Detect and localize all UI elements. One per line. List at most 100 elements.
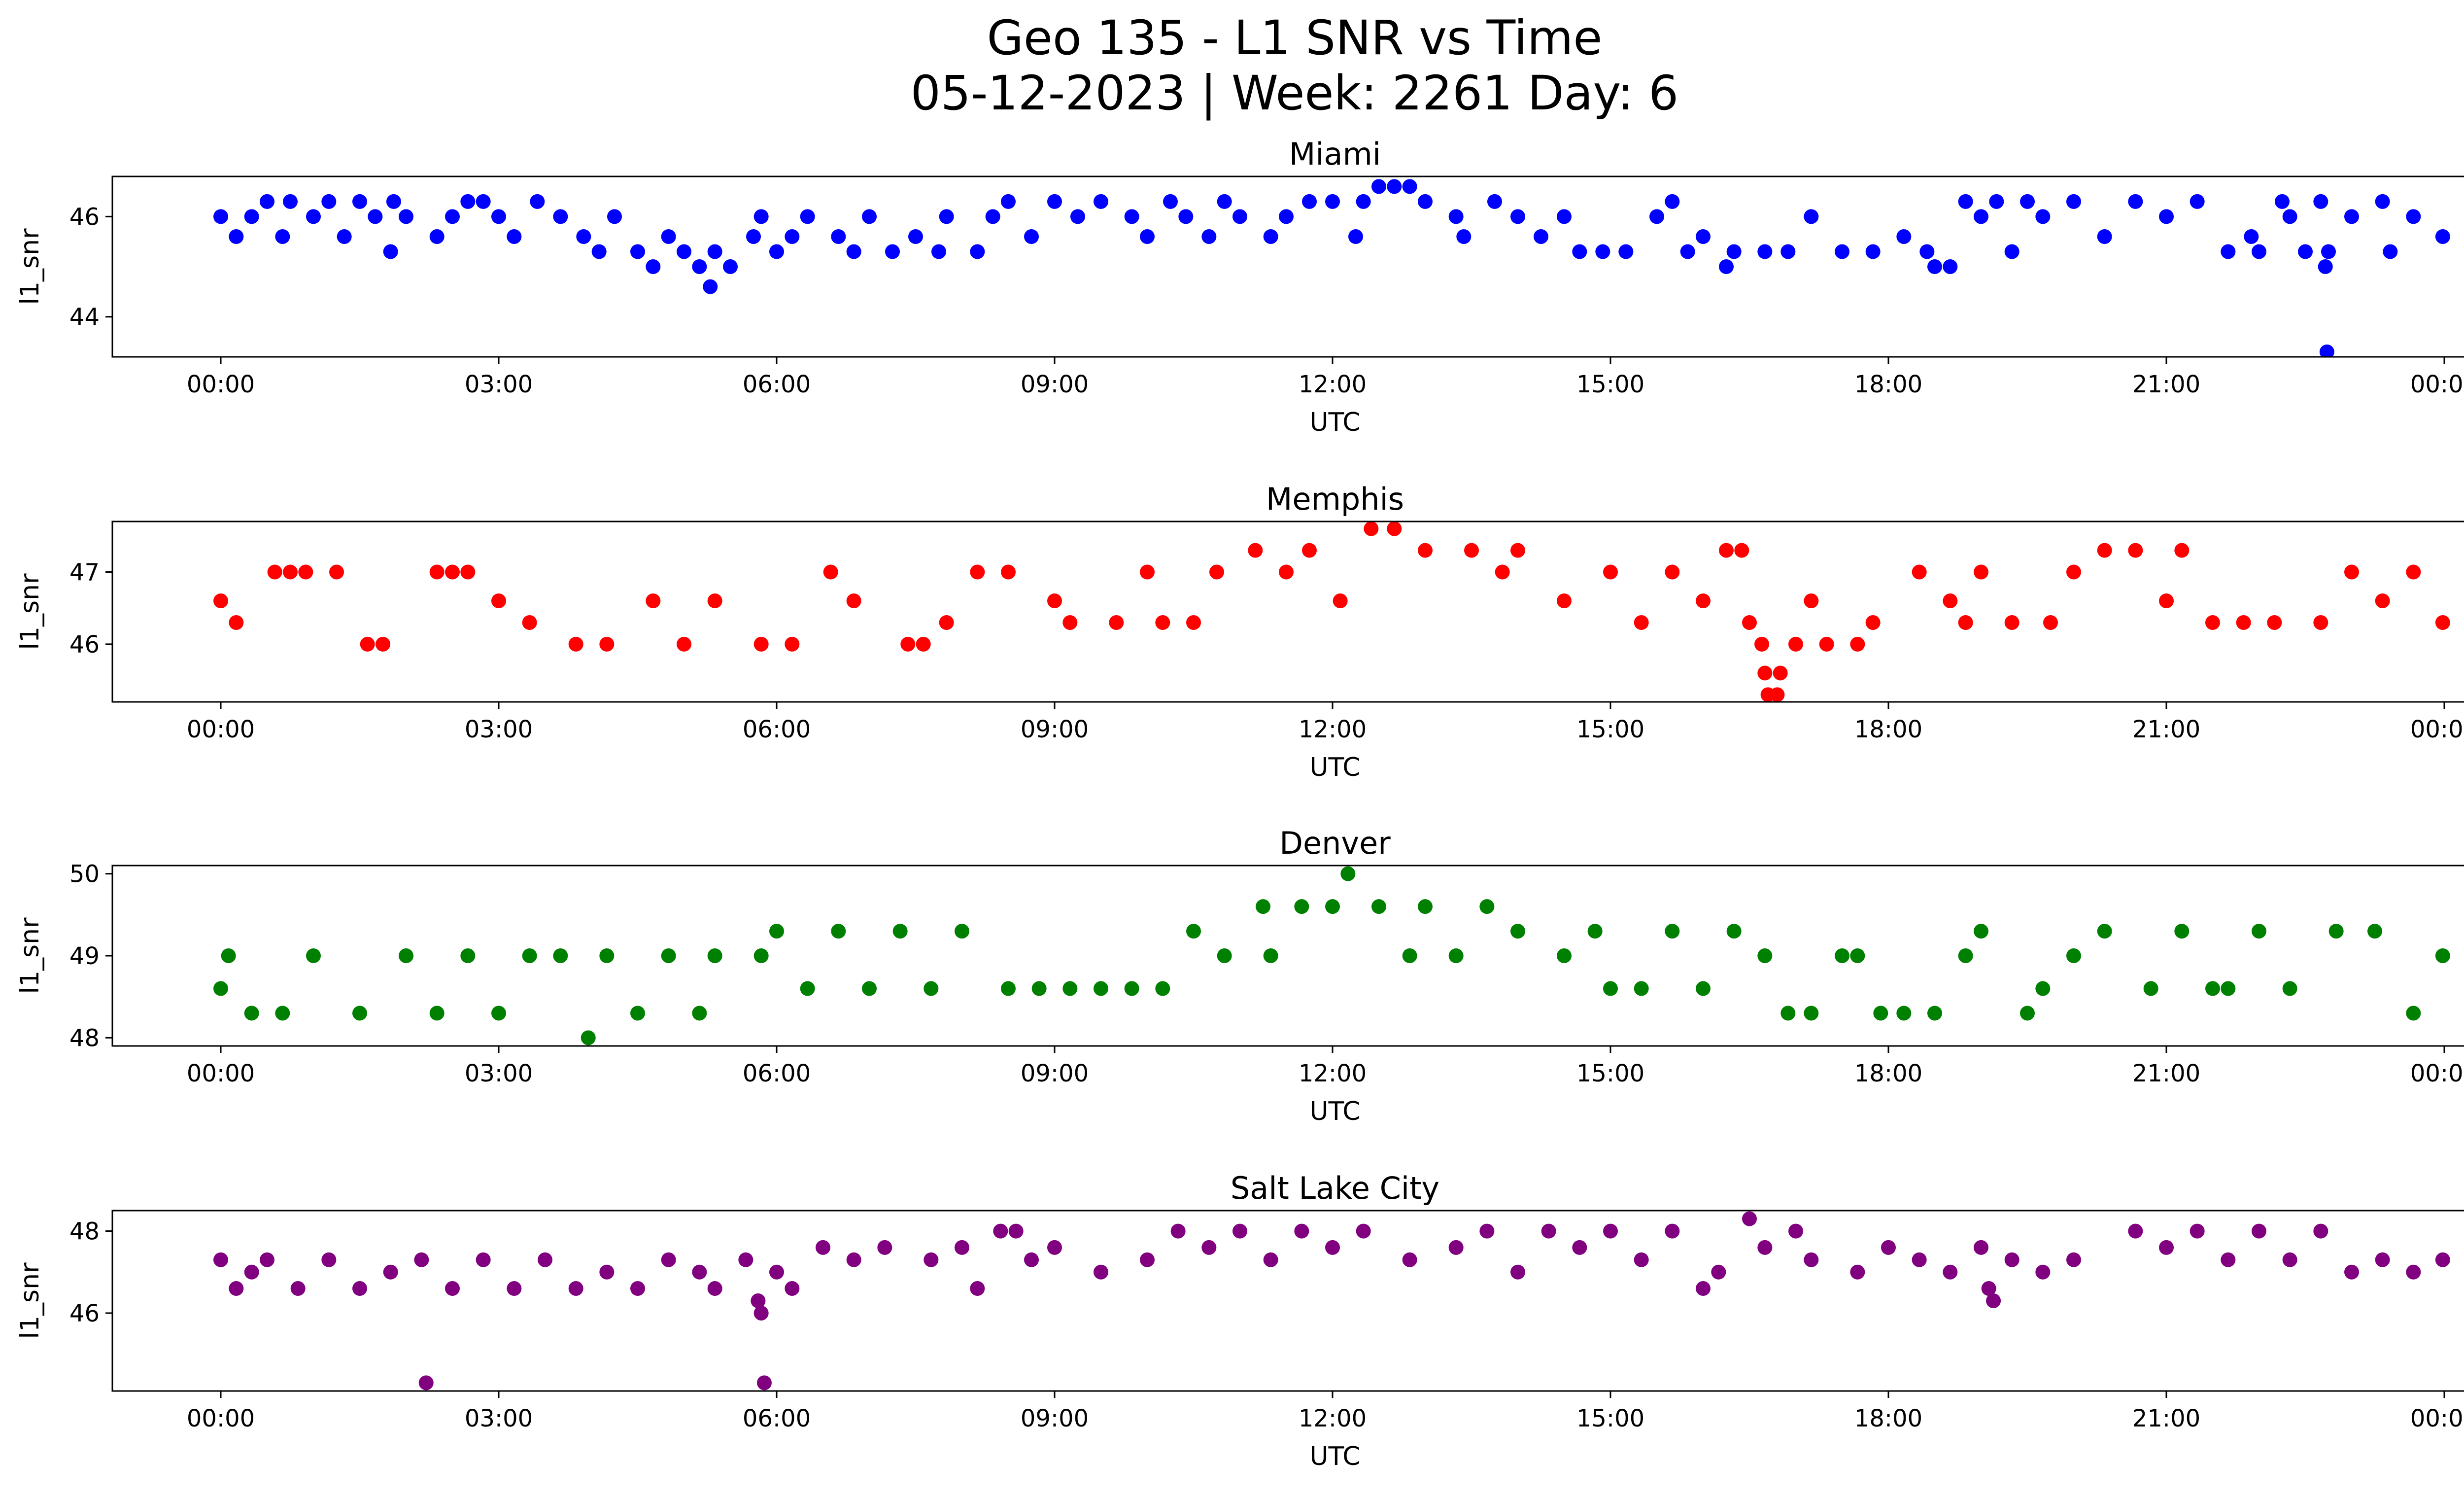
data-point	[399, 209, 413, 224]
data-point	[723, 259, 738, 274]
x-tick-label: 15:00	[1576, 1405, 1644, 1432]
data-point	[2282, 1252, 2297, 1267]
data-point	[460, 564, 476, 580]
data-point	[1047, 593, 1062, 609]
data-point	[1943, 259, 1958, 274]
data-point	[1140, 229, 1155, 244]
y-tick-label: 48	[69, 1218, 100, 1246]
data-point	[2282, 981, 2297, 996]
data-point	[885, 244, 900, 259]
data-point	[1742, 1211, 1757, 1226]
data-point	[267, 564, 282, 580]
data-point	[2205, 615, 2220, 630]
data-point	[2275, 194, 2290, 209]
data-point	[1155, 981, 1170, 996]
data-point	[530, 194, 545, 209]
data-point	[244, 1006, 259, 1021]
data-point	[1665, 924, 1680, 939]
data-point	[769, 244, 784, 259]
data-point	[1418, 194, 1433, 209]
data-point	[275, 229, 290, 244]
data-point	[862, 981, 877, 996]
data-point	[1094, 981, 1108, 996]
data-point	[661, 229, 676, 244]
data-point	[1958, 194, 1973, 209]
data-point	[1557, 593, 1572, 609]
data-point	[939, 615, 954, 630]
data-point	[522, 948, 537, 963]
data-point	[2159, 593, 2174, 609]
data-point	[1047, 194, 1062, 209]
y-axis-label: l1_snr	[15, 573, 45, 650]
data-point	[1757, 665, 1773, 681]
data-point	[816, 1240, 830, 1255]
x-tick-label: 06:00	[743, 716, 811, 743]
data-point	[244, 1264, 259, 1280]
data-point	[2406, 1264, 2421, 1280]
data-point	[753, 209, 769, 224]
y-axis-label: l1_snr	[15, 917, 45, 994]
data-point	[1448, 209, 1464, 224]
data-point	[661, 948, 676, 963]
data-point	[1325, 899, 1340, 914]
data-point	[985, 209, 1000, 224]
data-point	[538, 1252, 552, 1267]
data-point	[1958, 948, 1973, 963]
data-point	[476, 194, 491, 209]
x-axis-label: UTC	[1309, 1097, 1360, 1126]
data-point	[1186, 615, 1201, 630]
y-tick-label: 50	[69, 861, 100, 888]
data-point	[1927, 1006, 1942, 1021]
data-point	[2035, 1264, 2051, 1280]
x-tick-label: 18:00	[1854, 1405, 1922, 1432]
data-point	[1479, 1223, 1495, 1239]
data-point	[1418, 543, 1433, 558]
data-point	[924, 981, 939, 996]
data-point	[2344, 564, 2359, 580]
x-tick-label: 06:00	[743, 371, 811, 398]
x-tick-label: 15:00	[1576, 371, 1644, 398]
series-points	[213, 1211, 2450, 1391]
y-tick-label: 47	[69, 558, 100, 586]
data-point	[970, 564, 985, 580]
data-point	[1696, 593, 1711, 609]
data-point	[738, 1252, 753, 1267]
data-point	[2190, 194, 2205, 209]
data-point	[553, 948, 568, 963]
data-point	[1325, 194, 1340, 209]
data-point	[955, 924, 969, 939]
data-point	[2282, 209, 2297, 224]
x-tick-label: 09:00	[1021, 371, 1089, 398]
data-point	[1402, 1252, 1417, 1267]
data-point	[2143, 981, 2158, 996]
x-tick-label: 09:00	[1021, 1060, 1089, 1087]
data-point	[1618, 244, 1634, 259]
data-point	[1294, 1223, 1309, 1239]
data-point	[1974, 924, 1988, 939]
data-point	[661, 1252, 676, 1267]
data-point	[677, 244, 691, 259]
data-point	[1865, 615, 1881, 630]
x-tick-label: 18:00	[1854, 1060, 1922, 1087]
data-point	[2252, 244, 2266, 259]
data-point	[1835, 244, 1849, 259]
data-point	[507, 229, 522, 244]
data-point	[2004, 615, 2019, 630]
data-point	[800, 209, 815, 224]
data-point	[2313, 615, 2328, 630]
data-point	[414, 1252, 429, 1267]
data-point	[599, 948, 615, 963]
data-point	[2221, 244, 2236, 259]
axes-frame	[111, 1210, 2464, 1392]
data-point	[2328, 924, 2344, 939]
data-point	[646, 259, 661, 274]
data-point	[1742, 615, 1757, 630]
x-tick-label: 12:00	[1299, 1060, 1367, 1087]
data-point	[360, 636, 375, 652]
data-point	[1186, 924, 1201, 939]
data-point	[553, 209, 568, 224]
data-point	[630, 1006, 645, 1021]
data-point	[476, 1252, 491, 1267]
data-point	[753, 1305, 769, 1321]
data-point	[260, 1252, 274, 1267]
